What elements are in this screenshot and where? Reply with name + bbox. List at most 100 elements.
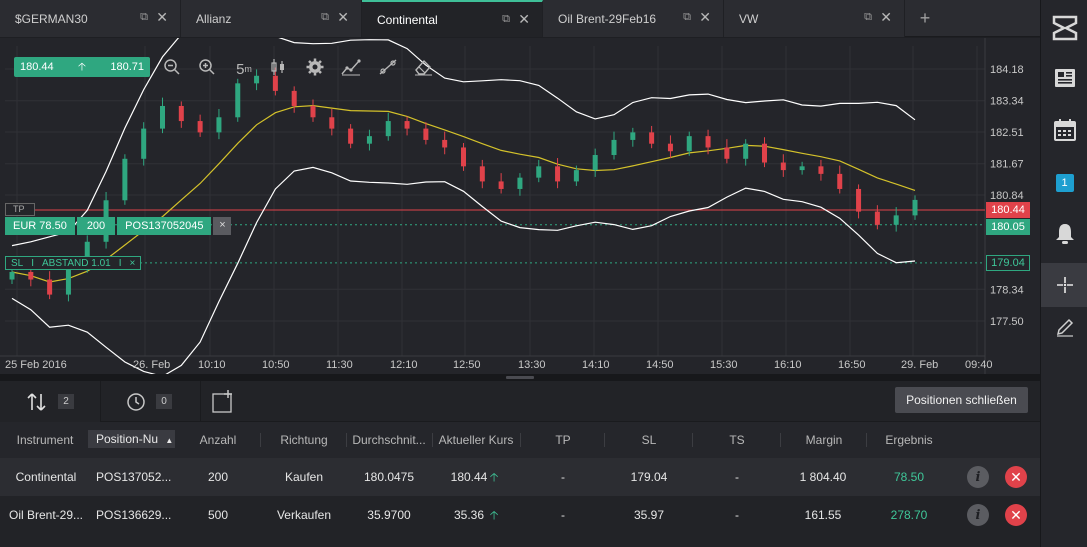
x-tick-label: 29. Feb bbox=[901, 359, 938, 371]
take-profit-tag[interactable]: TP bbox=[5, 203, 35, 216]
col-average-price[interactable]: Durchschnit... bbox=[352, 433, 426, 447]
col-position-label: Position-Nu bbox=[96, 432, 159, 446]
popout-icon[interactable]: ⧉ bbox=[683, 11, 691, 23]
info-icon[interactable]: i bbox=[967, 466, 989, 488]
tab-german30[interactable]: $GERMAN30 ⧉ ✕ bbox=[0, 0, 181, 37]
cell-current-price: 180.44 bbox=[450, 470, 488, 484]
candle-body bbox=[630, 132, 636, 140]
popout-icon[interactable]: ⧉ bbox=[864, 11, 872, 23]
candle-body bbox=[856, 188, 862, 212]
candle-body bbox=[9, 271, 15, 280]
tab-continental[interactable]: Continental ⧉ ✕ bbox=[362, 0, 543, 37]
cell-average: 180.0475 bbox=[363, 470, 415, 484]
panel-tabs: 2 0 Positionen schließen bbox=[0, 381, 1040, 422]
col-trailing-stop[interactable]: TS bbox=[729, 433, 745, 447]
candle-body bbox=[197, 121, 203, 133]
logo-icon[interactable] bbox=[1041, 6, 1087, 50]
notifications-button[interactable]: 1 bbox=[1041, 161, 1087, 205]
open-position-bar[interactable]: EUR 78.50 200 POS137052045 × bbox=[5, 217, 232, 235]
x-tick-label: 14:10 bbox=[582, 359, 610, 371]
tab-label: VW bbox=[739, 11, 759, 26]
candle-body bbox=[536, 166, 542, 178]
entry-price-tag: 180.05 bbox=[986, 219, 1030, 235]
candle-body bbox=[404, 121, 410, 129]
col-separator bbox=[346, 433, 347, 447]
sl-distance: ABSTAND 1.01 bbox=[42, 257, 111, 269]
candlestick-chart[interactable]: 184.18 183.34 182.51 181.67 180.84 178.34 177.… bbox=[0, 38, 1040, 374]
zoom-out-icon[interactable] bbox=[163, 58, 185, 80]
price-chart[interactable]: 184.18 183.34 182.51 181.67 180.84 178.34 177.… bbox=[0, 38, 1040, 374]
x-tick-label: 16:50 bbox=[838, 359, 866, 371]
news-icon[interactable] bbox=[1041, 56, 1087, 100]
popout-icon[interactable]: ⧉ bbox=[502, 13, 510, 25]
bid-ask-badge[interactable]: 180.44 🡡 180.71 bbox=[14, 57, 150, 77]
close-positions-button[interactable]: Positionen schließen bbox=[895, 387, 1028, 413]
close-position-icon[interactable]: ✕ bbox=[1005, 504, 1027, 526]
eraser-icon[interactable] bbox=[413, 58, 435, 80]
col-take-profit[interactable]: TP bbox=[555, 433, 571, 447]
candle-body bbox=[498, 181, 504, 189]
col-stop-loss[interactable]: SL bbox=[641, 433, 657, 447]
col-instrument[interactable]: Instrument bbox=[16, 433, 74, 447]
table-row[interactable]: Oil Brent-29... POS136629... 500 Verkauf… bbox=[0, 496, 1040, 534]
candle-body bbox=[160, 105, 165, 129]
stop-loss-bar[interactable]: SL I ABSTAND 1.01 I × bbox=[5, 256, 142, 270]
tab-pending-orders[interactable]: 0 bbox=[101, 381, 201, 422]
arrow-up-icon: 🡡 bbox=[489, 508, 499, 522]
y-tick-label: 183.34 bbox=[990, 96, 1024, 108]
settings-gear-icon[interactable] bbox=[306, 58, 328, 80]
candle-body bbox=[385, 121, 391, 137]
trendline-icon[interactable] bbox=[378, 58, 400, 80]
popout-icon[interactable]: ⧉ bbox=[140, 11, 148, 23]
tab-open-positions[interactable]: 2 bbox=[0, 381, 101, 422]
close-icon[interactable]: ✕ bbox=[337, 9, 349, 25]
popout-icon[interactable]: ⧉ bbox=[321, 11, 329, 23]
crosshair-icon[interactable] bbox=[1041, 263, 1087, 307]
panel-resize-handle[interactable] bbox=[0, 374, 1040, 381]
col-separator bbox=[432, 433, 433, 447]
candle-body bbox=[517, 177, 523, 189]
bollinger-upper-band bbox=[11, 38, 916, 247]
cell-tp: - bbox=[561, 470, 565, 484]
candle-body bbox=[216, 117, 222, 133]
y-tick-label: 178.34 bbox=[990, 284, 1024, 296]
calendar-icon[interactable] bbox=[1041, 108, 1087, 152]
close-icon[interactable]: ✕ bbox=[880, 9, 892, 25]
sl-separator: I bbox=[118, 257, 122, 269]
col-direction[interactable]: Richtung bbox=[280, 433, 328, 447]
tab-vw[interactable]: VW ⧉ ✕ bbox=[724, 0, 905, 37]
close-icon[interactable]: ✕ bbox=[156, 9, 168, 25]
remove-stop-loss-icon[interactable]: × bbox=[129, 257, 136, 269]
resize-grip[interactable] bbox=[506, 376, 534, 379]
tab-label: Oil Brent-29Feb16 bbox=[558, 11, 657, 26]
x-tick-label: 10:50 bbox=[262, 359, 290, 371]
x-tick-label: 15:30 bbox=[710, 359, 738, 371]
stop-loss-price-tag: 179.04 bbox=[986, 255, 1030, 271]
chart-type-candle-icon[interactable] bbox=[270, 58, 292, 80]
cell-ts: - bbox=[735, 508, 739, 522]
cell-instrument: Oil Brent-29... bbox=[8, 508, 84, 522]
col-current-price[interactable]: Aktueller Kurs bbox=[438, 433, 514, 447]
alarm-bell-icon[interactable] bbox=[1041, 212, 1087, 256]
zoom-in-icon[interactable] bbox=[198, 58, 220, 80]
info-icon[interactable]: i bbox=[967, 504, 989, 526]
close-icon[interactable]: ✕ bbox=[699, 9, 711, 25]
add-tab-button[interactable]: + bbox=[919, 8, 931, 28]
candle-body bbox=[686, 136, 692, 152]
col-quantity[interactable]: Anzahl bbox=[199, 433, 237, 447]
tab-allianz[interactable]: Allianz ⧉ ✕ bbox=[181, 0, 362, 37]
new-window-button[interactable] bbox=[201, 381, 245, 422]
col-margin[interactable]: Margin bbox=[805, 433, 843, 447]
close-icon[interactable]: ✕ bbox=[518, 11, 530, 27]
tab-oil-brent[interactable]: Oil Brent-29Feb16 ⧉ ✕ bbox=[543, 0, 724, 37]
indicators-icon[interactable] bbox=[341, 58, 363, 80]
close-position-icon[interactable]: × bbox=[213, 217, 232, 235]
close-position-icon[interactable]: ✕ bbox=[1005, 466, 1027, 488]
col-result[interactable]: Ergebnis bbox=[885, 433, 933, 447]
col-position-number[interactable]: Position-Nu ▲ bbox=[88, 430, 175, 448]
table-row[interactable]: Continental POS137052... 200 Kaufen 180.… bbox=[0, 458, 1040, 496]
cell-margin: 161.55 bbox=[804, 508, 842, 522]
ask-price: 180.71 bbox=[110, 61, 144, 73]
draw-pencil-icon[interactable] bbox=[1041, 305, 1087, 349]
